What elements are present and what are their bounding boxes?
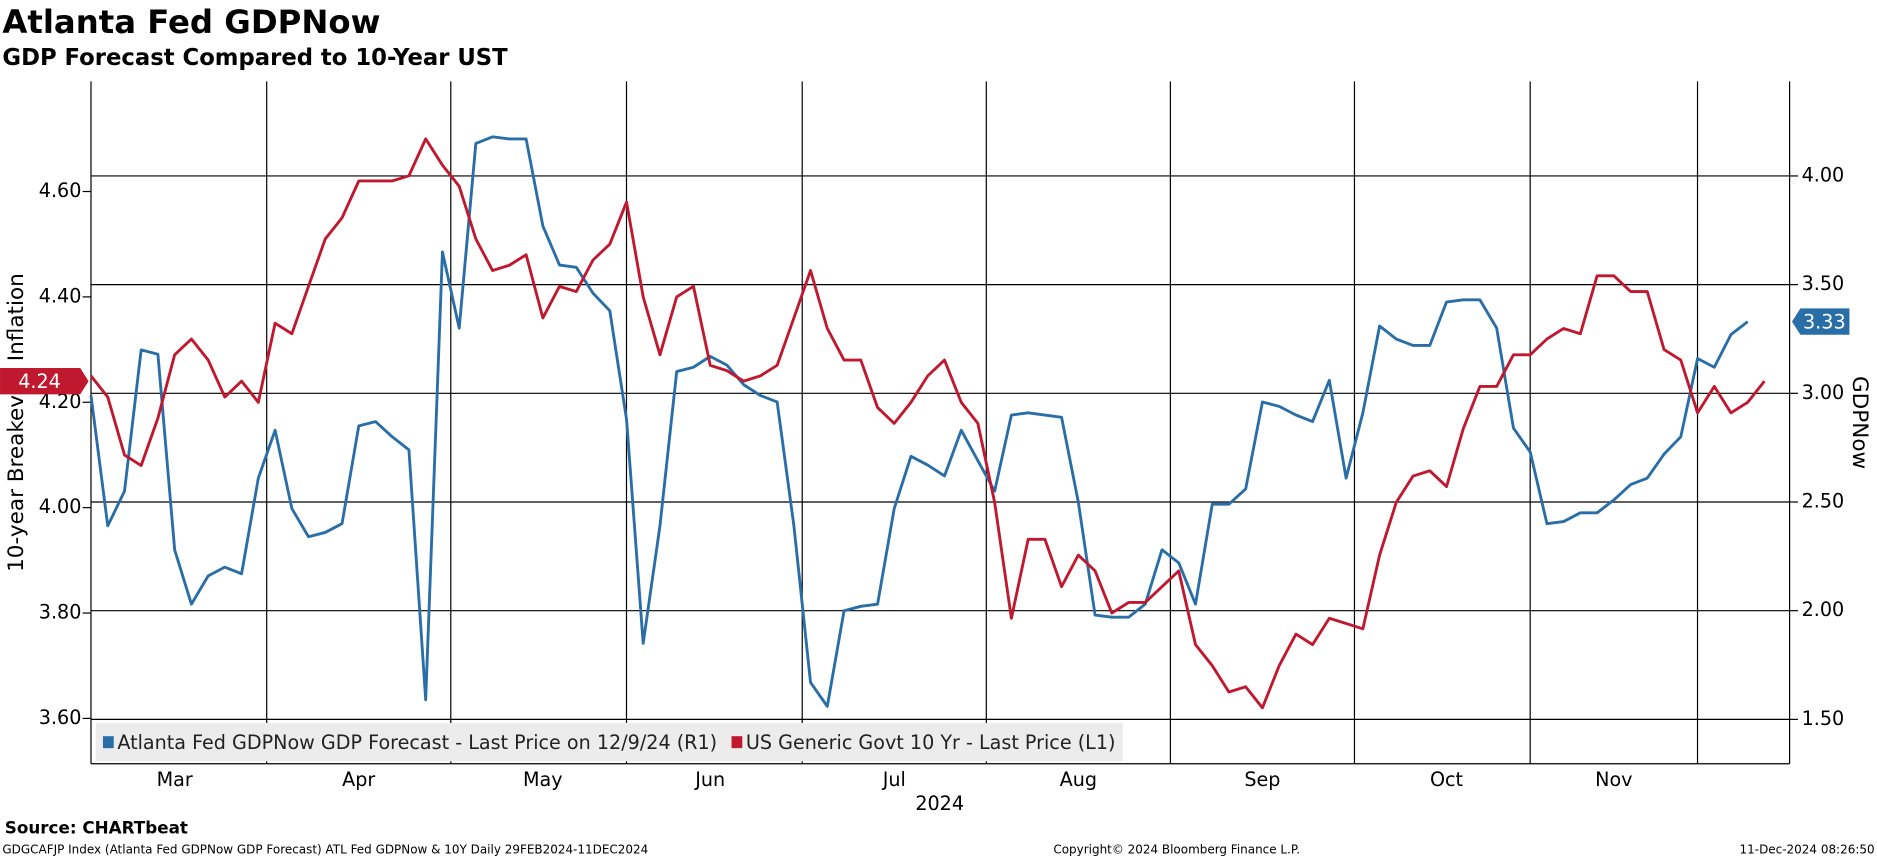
x-tick-label: Sep [1244,768,1280,791]
footer-left: GDGCAFJP Index (Atlanta Fed GDPNow GDP F… [2,842,648,856]
x-tick-label: Nov [1595,768,1632,791]
x-tick-label: Jul [882,768,906,791]
y2-tick-label: 4.00 [1802,163,1845,186]
y2-tick-label: 3.00 [1802,381,1845,404]
legend-label: Atlanta Fed GDPNow GDP Forecast - Last P… [117,731,717,754]
y-tick-label: 4.40 [39,284,82,307]
y-tick-label: 3.60 [39,706,82,729]
legend-label: US Generic Govt 10 Yr - Last Price (L1) [746,731,1116,754]
badge-shape [0,368,89,395]
footer-center: Copyright© 2024 Bloomberg Finance L.P. [1053,842,1300,856]
chart-subtitle: GDP Forecast Compared to 10-Year UST [2,45,508,71]
y-tick-label: 4.00 [39,495,82,518]
series-line [89,137,1766,710]
legend-box [95,723,1123,762]
y2-tick-label: 3.50 [1802,272,1845,295]
last-value-badge: 4.24 [0,368,89,395]
x-tick-label: Mar [157,768,193,791]
footer-right: 11-Dec-2024 08:26:50 [1740,842,1875,856]
chart-title: Atlanta Fed GDPNow [2,3,380,41]
x-tick-label: Oct [1430,768,1464,791]
legend-swatch [731,736,743,749]
y2-tick-label: 1.50 [1802,707,1845,730]
x-tick-label: Jun [694,768,725,791]
legend-swatch [102,736,114,749]
x-tick-label: Apr [342,768,375,791]
y-tick-label: 4.20 [39,390,82,413]
x-tick-label: Aug [1060,768,1097,791]
y2-tick-label: 2.50 [1802,490,1845,513]
source: Source: CHARTbeat [5,817,188,837]
y2-tick-label: 2.00 [1802,598,1845,621]
last-value-badge: 3.33 [1791,308,1850,335]
plot-area [91,81,1790,763]
badge-shape [1791,308,1850,335]
legend: Atlanta Fed GDPNow GDP Forecast - Last P… [95,723,1123,762]
y-tick-label: 3.80 [39,601,82,624]
badge-label: 4.24 [18,370,61,393]
badge-label: 3.33 [1803,310,1846,333]
x-tick-label: May [523,768,563,791]
x-axis-label: 2024 [915,792,964,815]
series-line [89,135,1749,708]
y-axis-label: 10-year Breakeven Inflation [4,273,29,572]
y-tick-label: 4.60 [39,179,82,202]
y2-axis-label: GDPNow [1847,376,1872,469]
